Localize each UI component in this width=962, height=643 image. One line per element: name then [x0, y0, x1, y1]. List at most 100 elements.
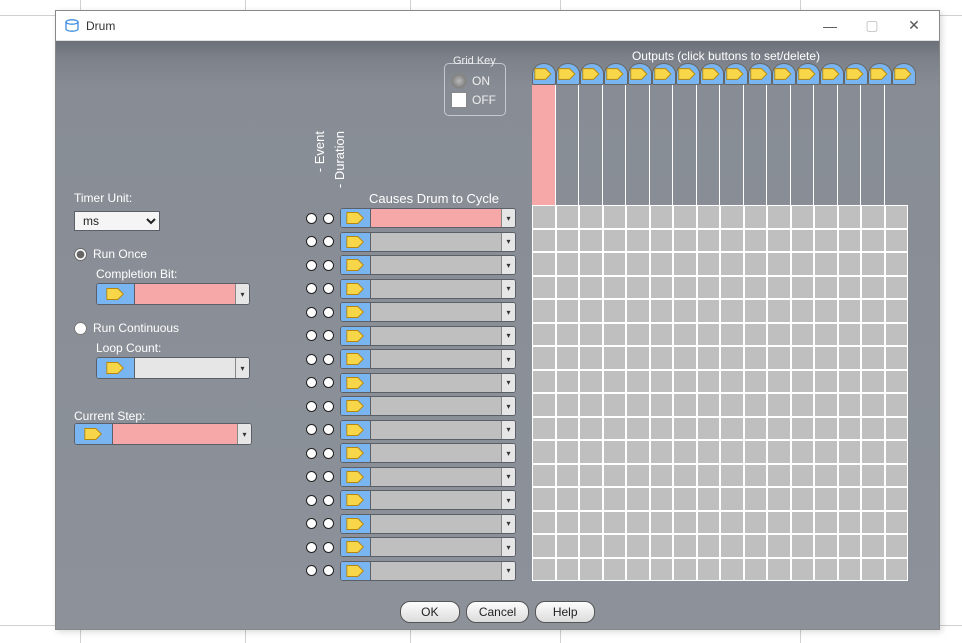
output-col-header[interactable]: [892, 63, 916, 85]
output-grid-cell[interactable]: [673, 323, 697, 347]
duration-radio[interactable]: [323, 518, 334, 529]
output-grid-cell[interactable]: [556, 511, 580, 535]
output-grid-cell[interactable]: [532, 511, 556, 535]
output-grid-cell[interactable]: [885, 534, 909, 558]
event-radio[interactable]: [306, 448, 317, 459]
output-grid-cell[interactable]: [814, 464, 838, 488]
output-col-header[interactable]: [748, 63, 772, 85]
duration-radio[interactable]: [323, 471, 334, 482]
output-grid-cell[interactable]: [720, 534, 744, 558]
output-col-header[interactable]: [580, 63, 604, 85]
output-grid-cell[interactable]: [603, 370, 627, 394]
output-grid-cell[interactable]: [885, 229, 909, 253]
cycle-cause-field[interactable]: ▾: [340, 467, 516, 487]
output-grid-cell[interactable]: [838, 346, 862, 370]
output-grid-cell[interactable]: [767, 276, 791, 300]
output-grid-cell[interactable]: [556, 323, 580, 347]
dropdown-icon[interactable]: ▾: [501, 562, 515, 580]
duration-radio[interactable]: [323, 377, 334, 388]
output-grid-cell[interactable]: [556, 370, 580, 394]
output-grid-cell[interactable]: [673, 534, 697, 558]
output-grid-cell[interactable]: [579, 487, 603, 511]
timer-unit-select[interactable]: ms: [74, 211, 160, 231]
output-grid-cell[interactable]: [861, 487, 885, 511]
dropdown-icon[interactable]: ▾: [501, 468, 515, 486]
output-grid-cell[interactable]: [697, 252, 721, 276]
output-grid-cell[interactable]: [791, 487, 815, 511]
output-grid-cell[interactable]: [532, 534, 556, 558]
output-grid-cell[interactable]: [744, 417, 768, 441]
output-grid-cell[interactable]: [697, 370, 721, 394]
output-grid-cell[interactable]: [532, 370, 556, 394]
output-grid-cell[interactable]: [673, 487, 697, 511]
output-grid-cell[interactable]: [885, 417, 909, 441]
output-grid-cell[interactable]: [838, 276, 862, 300]
output-grid-cell[interactable]: [579, 276, 603, 300]
cycle-cause-field[interactable]: ▾: [340, 514, 516, 534]
output-grid-cell[interactable]: [626, 299, 650, 323]
help-button[interactable]: Help: [535, 601, 595, 623]
output-grid-cell[interactable]: [814, 417, 838, 441]
cycle-cause-value[interactable]: [371, 256, 501, 274]
output-grid-cell[interactable]: [650, 534, 674, 558]
output-grid-cell[interactable]: [673, 440, 697, 464]
output-grid-cell[interactable]: [626, 534, 650, 558]
output-grid-cell[interactable]: [673, 229, 697, 253]
cycle-cause-field[interactable]: ▾: [340, 396, 516, 416]
output-grid-cell[interactable]: [791, 370, 815, 394]
output-grid-cell[interactable]: [767, 299, 791, 323]
output-col-strip[interactable]: [885, 85, 909, 205]
output-grid-cell[interactable]: [767, 205, 791, 229]
dropdown-icon[interactable]: ▾: [501, 233, 515, 251]
output-grid-cell[interactable]: [838, 299, 862, 323]
dropdown-icon[interactable]: ▾: [501, 538, 515, 556]
event-radio[interactable]: [306, 236, 317, 247]
loop-count-field[interactable]: ▾: [96, 357, 250, 379]
output-grid-cell[interactable]: [861, 534, 885, 558]
output-grid-cell[interactable]: [791, 558, 815, 582]
output-grid-cell[interactable]: [673, 205, 697, 229]
output-grid-cell[interactable]: [838, 370, 862, 394]
output-grid-cell[interactable]: [603, 558, 627, 582]
cycle-cause-field[interactable]: ▾: [340, 326, 516, 346]
cycle-cause-field[interactable]: ▾: [340, 255, 516, 275]
cycle-cause-field[interactable]: ▾: [340, 373, 516, 393]
event-radio[interactable]: [306, 377, 317, 388]
output-grid-cell[interactable]: [791, 276, 815, 300]
output-grid-cell[interactable]: [720, 417, 744, 441]
output-grid-cell[interactable]: [720, 229, 744, 253]
output-grid-cell[interactable]: [603, 534, 627, 558]
output-grid-cell[interactable]: [532, 487, 556, 511]
output-grid-cell[interactable]: [861, 299, 885, 323]
output-grid-cell[interactable]: [697, 440, 721, 464]
output-grid-cell[interactable]: [579, 393, 603, 417]
output-grid-cell[interactable]: [650, 487, 674, 511]
output-grid-cell[interactable]: [650, 346, 674, 370]
output-col-strip[interactable]: [697, 85, 721, 205]
output-grid-cell[interactable]: [885, 205, 909, 229]
output-grid-cell[interactable]: [885, 511, 909, 535]
output-grid-cell[interactable]: [720, 511, 744, 535]
output-grid-cell[interactable]: [650, 205, 674, 229]
output-col-header[interactable]: [820, 63, 844, 85]
duration-radio[interactable]: [323, 565, 334, 576]
output-grid-cell[interactable]: [885, 370, 909, 394]
event-radio[interactable]: [306, 354, 317, 365]
output-grid-cell[interactable]: [650, 323, 674, 347]
output-grid-cell[interactable]: [697, 534, 721, 558]
output-grid-cell[interactable]: [579, 417, 603, 441]
output-grid-cell[interactable]: [838, 252, 862, 276]
output-grid-cell[interactable]: [838, 440, 862, 464]
output-grid-cell[interactable]: [885, 346, 909, 370]
minimize-button[interactable]: —: [809, 12, 851, 40]
event-radio[interactable]: [306, 495, 317, 506]
cycle-cause-field[interactable]: ▾: [340, 443, 516, 463]
output-grid-cell[interactable]: [697, 464, 721, 488]
output-col-strip[interactable]: [767, 85, 791, 205]
output-grid-cell[interactable]: [626, 229, 650, 253]
cycle-cause-field[interactable]: ▾: [340, 561, 516, 581]
cycle-cause-value[interactable]: [371, 303, 501, 321]
dropdown-icon[interactable]: ▾: [501, 280, 515, 298]
cycle-cause-field[interactable]: ▾: [340, 302, 516, 322]
output-grid-cell[interactable]: [673, 346, 697, 370]
